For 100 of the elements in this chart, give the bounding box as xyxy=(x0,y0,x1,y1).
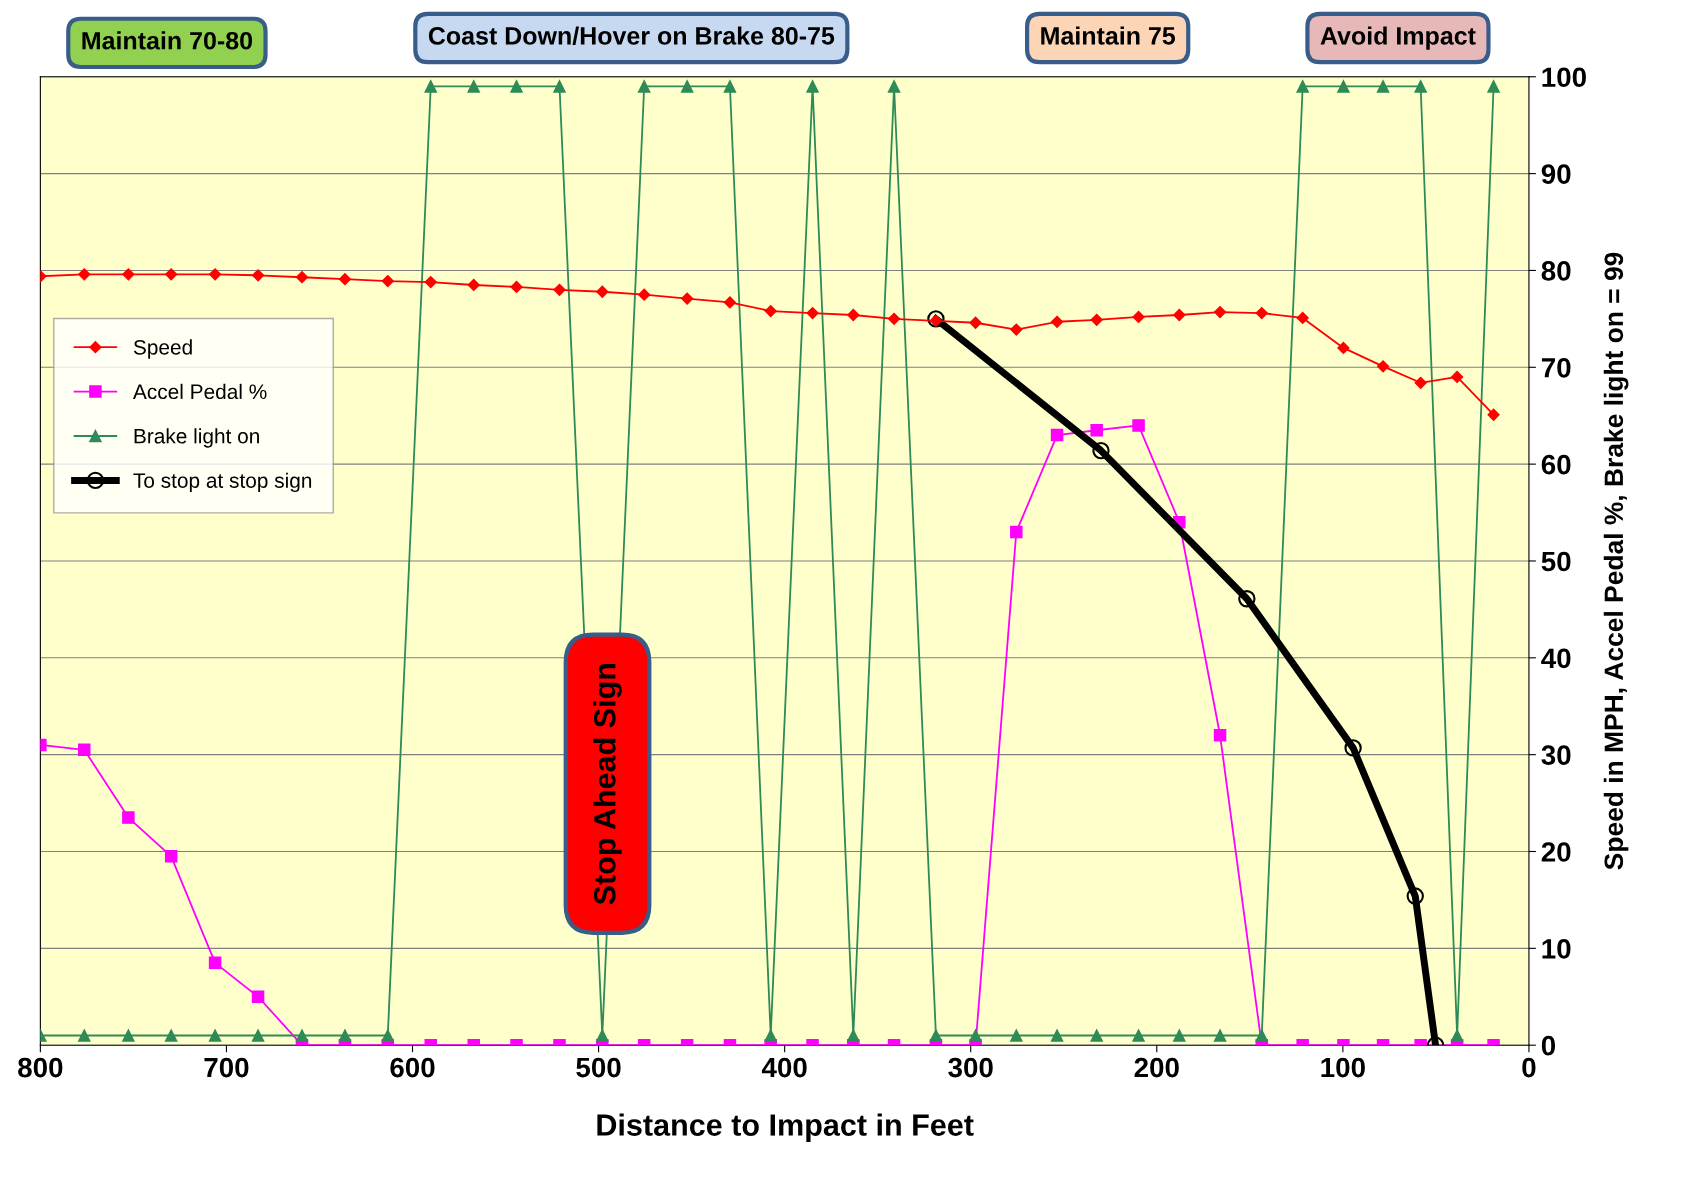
y-tick-label: 80 xyxy=(1541,261,1571,281)
text: Maintain 75 xyxy=(1041,26,1176,45)
point xyxy=(1173,308,1186,322)
y-tick-label: 0 xyxy=(1541,1035,1556,1056)
point xyxy=(424,275,437,289)
legend-label: Speed xyxy=(133,339,192,359)
point xyxy=(251,990,265,1004)
point xyxy=(467,278,480,292)
point xyxy=(553,283,566,296)
point xyxy=(887,312,901,325)
point xyxy=(467,80,480,93)
point xyxy=(1010,1029,1023,1042)
point xyxy=(78,1029,91,1042)
point xyxy=(1090,423,1103,437)
point xyxy=(1296,311,1309,324)
point xyxy=(723,296,737,309)
point xyxy=(338,1029,352,1042)
point xyxy=(1213,1029,1227,1042)
point xyxy=(680,80,694,93)
point xyxy=(969,1029,982,1042)
y-tick-label: 90 xyxy=(1541,164,1571,184)
point xyxy=(1414,80,1427,93)
point xyxy=(424,80,437,93)
point xyxy=(847,308,860,322)
point xyxy=(1090,1029,1103,1042)
x-tick-label: 100 xyxy=(1321,1057,1365,1078)
y-axis-title: Speed in MPH, Accel Pedal %, Brake light on = 99 xyxy=(1603,252,1629,870)
point xyxy=(637,80,651,93)
point xyxy=(1487,408,1500,421)
point xyxy=(381,275,394,288)
x-tick-label: 700 xyxy=(204,1057,249,1078)
point xyxy=(208,1029,222,1042)
point xyxy=(338,273,352,286)
point xyxy=(723,80,737,93)
point xyxy=(1255,306,1268,320)
text: Coast Down/Hover on Brake 80-75 xyxy=(428,26,835,45)
point xyxy=(295,1029,309,1042)
x-tick-label: 500 xyxy=(576,1057,621,1078)
point xyxy=(164,1029,178,1042)
point xyxy=(929,1029,943,1042)
annotation: Stop Ahead Sign xyxy=(593,663,622,905)
point xyxy=(1337,80,1350,93)
point xyxy=(1255,1029,1268,1042)
point xyxy=(1487,80,1500,93)
text: Maintain 70-80 xyxy=(82,31,253,50)
point xyxy=(1406,887,1424,905)
point xyxy=(251,269,265,282)
point xyxy=(165,268,178,281)
point xyxy=(1376,80,1390,93)
point xyxy=(806,306,819,320)
y-tick-label: 60 xyxy=(1541,454,1571,475)
point xyxy=(295,271,309,284)
point xyxy=(596,285,609,298)
y-tick-label: 50 xyxy=(1541,551,1571,572)
point xyxy=(806,80,819,93)
legend-label: To stop at stop sign xyxy=(133,472,312,493)
point xyxy=(1296,80,1309,93)
point xyxy=(1092,441,1110,460)
point xyxy=(596,1029,609,1042)
point xyxy=(208,956,222,970)
point xyxy=(1450,1029,1464,1042)
point xyxy=(78,268,91,281)
point xyxy=(969,316,982,329)
point xyxy=(553,80,566,93)
point xyxy=(1173,1029,1186,1042)
point xyxy=(381,1029,395,1042)
point xyxy=(78,743,91,757)
point xyxy=(927,310,945,328)
point xyxy=(122,1029,135,1042)
point xyxy=(208,268,222,281)
point xyxy=(1050,428,1064,442)
point xyxy=(1050,315,1064,328)
point xyxy=(1414,376,1427,389)
y-tick-label: 10 xyxy=(1542,939,1571,959)
point xyxy=(1376,360,1390,373)
point xyxy=(1010,323,1023,336)
x-tick-label: 300 xyxy=(948,1057,993,1078)
point xyxy=(929,314,943,327)
y-tick-label: 30 xyxy=(1541,745,1571,766)
point xyxy=(122,268,135,281)
x-tick-label: 0 xyxy=(1522,1057,1536,1078)
point xyxy=(1238,590,1256,608)
y-tick-label: 70 xyxy=(1541,357,1571,378)
point xyxy=(164,850,178,863)
point xyxy=(1451,370,1464,384)
y-tick-label: 40 xyxy=(1541,648,1571,669)
point xyxy=(251,1029,265,1042)
point xyxy=(1132,1029,1145,1042)
y-tick-label: 100 xyxy=(1542,67,1586,88)
point xyxy=(1132,310,1145,324)
x-tick-label: 200 xyxy=(1134,1057,1179,1078)
legend-label: Accel Pedal % xyxy=(132,383,267,400)
point xyxy=(638,288,651,301)
point xyxy=(1337,341,1350,355)
point xyxy=(681,292,694,305)
point xyxy=(887,80,901,93)
point xyxy=(510,80,523,93)
point xyxy=(1344,739,1362,757)
point xyxy=(764,1029,777,1042)
text: Avoid Impact xyxy=(1320,26,1476,50)
